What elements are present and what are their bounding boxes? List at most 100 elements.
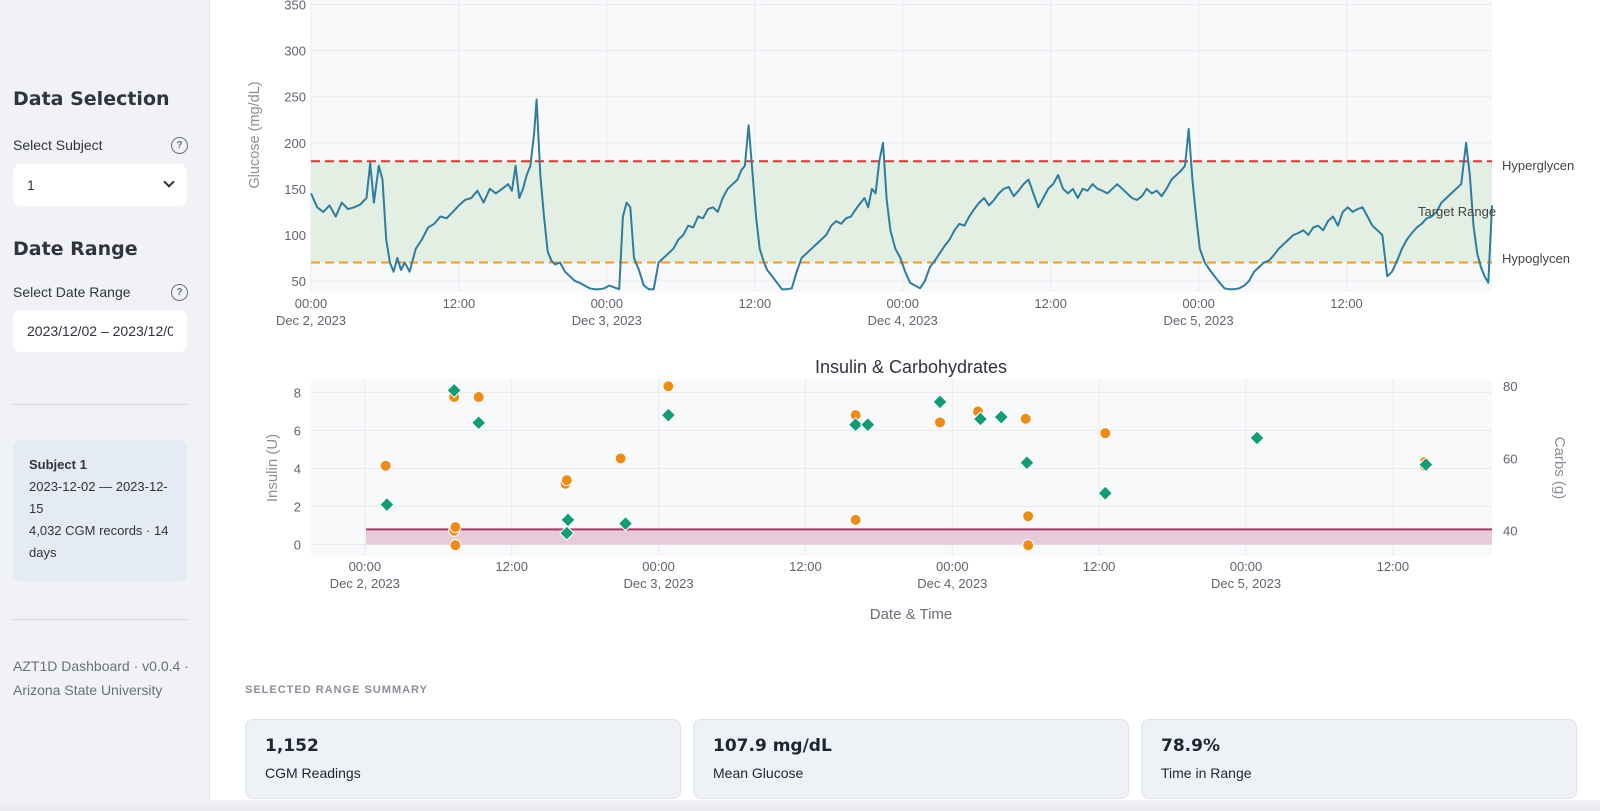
metric-label: Time in Range: [1161, 765, 1252, 781]
chevron-down-icon: [163, 176, 175, 188]
carbs-point: [614, 452, 627, 465]
carbs-point: [472, 391, 485, 404]
insulin-point: [660, 407, 677, 423]
divider: [13, 619, 187, 620]
insulin-point: [446, 382, 462, 399]
carbs-point: [560, 474, 573, 487]
carbs-point: [449, 539, 462, 552]
date-range-heading: Date Range: [13, 238, 138, 260]
metric-label: CGM Readings: [265, 765, 361, 781]
metric-value: 1,152: [265, 736, 319, 756]
y-tick-label: 200: [284, 136, 306, 151]
target-range-band: [311, 161, 1492, 263]
subject-dates: 2023-12-02 — 2023-12-15: [29, 479, 168, 516]
x-tick-label: 00:00: [936, 559, 969, 574]
metric-card: 107.9 mg/dL Mean Glucose: [693, 719, 1129, 799]
x-tick-date: Dec 3, 2023: [572, 313, 642, 328]
carbs-point: [849, 513, 862, 526]
y-tick-label: 250: [284, 90, 306, 105]
carbs-point: [1022, 539, 1035, 552]
x-tick-date: Dec 5, 2023: [1164, 313, 1234, 328]
insulin-point: [1249, 430, 1265, 446]
insulin-point: [379, 496, 395, 513]
x-tick-date: Dec 2, 2023: [330, 576, 400, 591]
basal-band: [366, 529, 1492, 545]
help-icon[interactable]: ?: [171, 284, 188, 301]
y-left-tick-label: 2: [294, 500, 301, 515]
x-tick-label: 00:00: [295, 296, 328, 311]
metric-label: Mean Glucose: [713, 765, 804, 781]
divider: [13, 404, 187, 405]
carbs-point: [1019, 412, 1032, 425]
app-footer: AZT1D Dashboard · v0.0.4 · Arizona State…: [13, 658, 189, 698]
y-left-axis-label: Insulin (U): [264, 434, 281, 502]
metric-value: 78.9%: [1161, 736, 1220, 756]
x-tick-label: 12:00: [1083, 559, 1116, 574]
x-tick-label: 12:00: [789, 559, 822, 574]
insulin-point: [932, 394, 948, 410]
carbs-point: [449, 521, 462, 534]
carbs-point: [379, 459, 392, 472]
date-range-label: Select Date Range: [13, 284, 131, 300]
y-left-tick-label: 4: [294, 461, 301, 476]
y-tick-label: 300: [284, 44, 306, 59]
subject-info-card: Subject 1 2023-12-02 — 2023-12-15 4,032 …: [13, 440, 187, 582]
x-tick-date: Dec 4, 2023: [868, 313, 938, 328]
insulin-point: [470, 415, 487, 431]
glucose-series-line: [310, 98, 1493, 291]
insulin-point: [847, 416, 864, 433]
x-axis-label: Date & Time: [870, 606, 953, 623]
date-range-input[interactable]: [13, 310, 187, 352]
main-content: 350 300 250 200 150 100 50 00:00 Dec 2, 2023 12:…: [211, 0, 1600, 811]
x-tick-label: 12:00: [1034, 296, 1067, 311]
y-left-tick-label: 0: [294, 538, 301, 553]
hypo-annotation: Hypoglycen: [1502, 251, 1570, 266]
insulin-point: [560, 512, 576, 528]
y-right-tick-label: 80: [1503, 379, 1517, 394]
summary-caption: SELECTED RANGE SUMMARY: [245, 684, 428, 696]
subject-select-value: 1: [27, 177, 35, 193]
metric-card: 78.9% Time in Range: [1141, 719, 1577, 799]
x-tick-date: Dec 5, 2023: [1211, 576, 1281, 591]
x-tick-label: 00:00: [591, 296, 624, 311]
insulin-point: [972, 411, 989, 427]
subject-select[interactable]: 1: [13, 164, 187, 206]
y-tick-label: 150: [284, 182, 306, 197]
x-tick-date: Dec 3, 2023: [624, 576, 694, 591]
carbs-point: [1099, 427, 1112, 440]
sidebar: Data Selection Select Subject ? 1 Date R…: [0, 0, 210, 811]
plot-background: [311, 379, 1492, 556]
x-tick-label: 12:00: [1330, 296, 1363, 311]
carbs-point: [662, 380, 675, 393]
bottom-edge: [0, 800, 1600, 811]
insulin-carbs-chart[interactable]: Insulin & Carbohydrates 8 6 4 2 0 80 60 40 00:…: [211, 355, 1600, 625]
y-tick-label: 100: [284, 228, 306, 243]
x-tick-label: 00:00: [642, 559, 675, 574]
help-icon[interactable]: ?: [171, 137, 188, 154]
y-right-tick-label: 40: [1503, 524, 1517, 539]
x-tick-label: 12:00: [443, 296, 476, 311]
y-axis-label: Glucose (mg/dL): [247, 81, 263, 188]
insulin-point: [1418, 456, 1434, 473]
hyper-annotation: Hyperglycen: [1502, 158, 1574, 173]
y-tick-label: 350: [284, 0, 306, 13]
y-right-tick-label: 60: [1503, 451, 1517, 466]
x-tick-label: 00:00: [1182, 296, 1215, 311]
x-tick-date: Dec 4, 2023: [917, 576, 987, 591]
subject-records: 4,032 CGM records · 14 days: [29, 523, 169, 560]
insulin-point: [860, 416, 876, 433]
x-tick-label: 00:00: [886, 296, 919, 311]
y-left-tick-label: 6: [294, 423, 301, 438]
y-tick-label: 50: [292, 274, 306, 289]
insulin-point: [559, 525, 575, 541]
chart-title: Insulin & Carbohydrates: [815, 357, 1007, 377]
carbs-point: [934, 416, 947, 429]
insulin-point: [1019, 455, 1035, 471]
target-annotation: Target Range: [1418, 204, 1496, 219]
carbs-point: [1022, 510, 1035, 523]
metric-value: 107.9 mg/dL: [713, 736, 832, 756]
glucose-chart[interactable]: 350 300 250 200 150 100 50 00:00 Dec 2, 2023 12:…: [211, 0, 1600, 340]
metric-card: 1,152 CGM Readings: [245, 719, 681, 799]
data-selection-heading: Data Selection: [13, 88, 170, 110]
x-tick-label: 00:00: [1230, 559, 1263, 574]
